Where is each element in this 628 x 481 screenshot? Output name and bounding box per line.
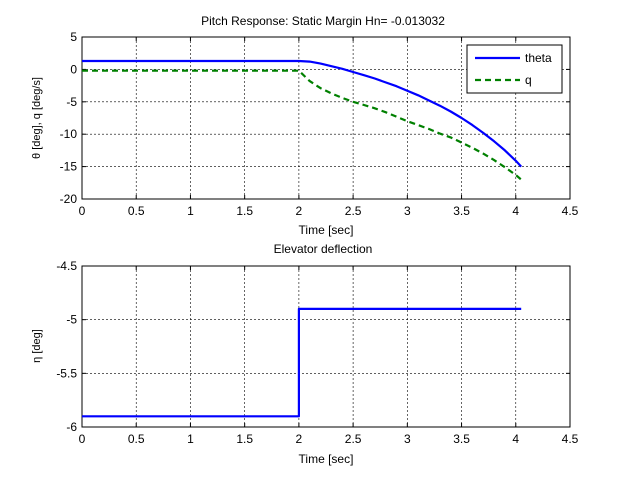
- elevator-deflection-title: Elevator deflection: [274, 242, 373, 256]
- elevator-series-line: [82, 307, 522, 418]
- x-tick-label: 0: [79, 204, 86, 218]
- x-tick-label: 2.5: [345, 432, 362, 446]
- x-tick-label: 1: [187, 432, 194, 446]
- x-tick-label: 2: [296, 204, 303, 218]
- x-tick-label: 4: [512, 204, 519, 218]
- x-tick-label: 4: [512, 432, 519, 446]
- x-tick-label: 0.5: [128, 204, 145, 218]
- x-tick-label: 2: [296, 432, 303, 446]
- y-tick-label: -5.5: [56, 366, 77, 380]
- x-tick-label: 1: [187, 204, 194, 218]
- x-tick-label: 3: [404, 432, 411, 446]
- pitch-response-title: Pitch Response: Static Margin Hn= -0.013…: [201, 14, 445, 28]
- x-tick-label: 3.5: [453, 204, 470, 218]
- legend-theta-label: theta: [525, 51, 552, 65]
- y-tick-label: -10: [60, 127, 78, 141]
- x-tick-label: 3: [404, 204, 411, 218]
- q-series-line: [82, 69, 522, 181]
- y-tick-label: 5: [70, 30, 77, 44]
- y-tick-label: -20: [60, 192, 78, 206]
- pitch-response-series: [82, 59, 523, 181]
- x-tick-label: 1.5: [236, 432, 253, 446]
- pitch-response-plot: Pitch Response: Static Margin Hn= -0.013…: [31, 14, 579, 237]
- x-tick-label: 4.5: [562, 432, 579, 446]
- x-tick-label: 1.5: [236, 204, 253, 218]
- x-tick-label: 0: [79, 432, 86, 446]
- x-tick-label: 4.5: [562, 204, 579, 218]
- x-tick-label: 3.5: [453, 432, 470, 446]
- pitch-response-xlabel: Time [sec]: [299, 223, 354, 237]
- elevator-deflection-xlabel: Time [sec]: [299, 452, 354, 466]
- elevator-deflection-axes-box: [81, 265, 571, 428]
- x-tick-label: 2.5: [345, 204, 362, 218]
- theta-series-line: [82, 59, 523, 168]
- y-tick-label: -15: [60, 160, 78, 174]
- pitch-response-ylabel: θ [deg], q [deg/s]: [31, 77, 43, 159]
- legend-q-label: q: [525, 73, 532, 87]
- pitch-response-ticks: 0 0.5 1 1.5 2 2.5 3 3.5 4 4.5 -20 -15 -10 -5 0 5: [60, 30, 579, 218]
- pitch-response-legend: theta q: [466, 44, 563, 94]
- y-tick-label: 0: [70, 62, 77, 76]
- elevator-deflection-ylabel: η [deg]: [31, 329, 43, 363]
- elevator-deflection-series: [82, 307, 522, 418]
- elevator-deflection-plot: Elevator deflection 0 0.5 1 1.5 2 2.5 3 3.5 4 4.5…: [31, 242, 579, 466]
- y-tick-label: -5: [66, 95, 77, 109]
- y-tick-label: -6: [66, 420, 77, 434]
- elevator-deflection-ticks: 0 0.5 1 1.5 2 2.5 3 3.5 4 4.5 -6 -5.5 -5 -4.5: [56, 259, 578, 446]
- y-tick-label: -4.5: [56, 259, 77, 273]
- x-tick-label: 0.5: [128, 432, 145, 446]
- legend-box: [466, 44, 563, 94]
- y-tick-label: -5: [66, 313, 77, 327]
